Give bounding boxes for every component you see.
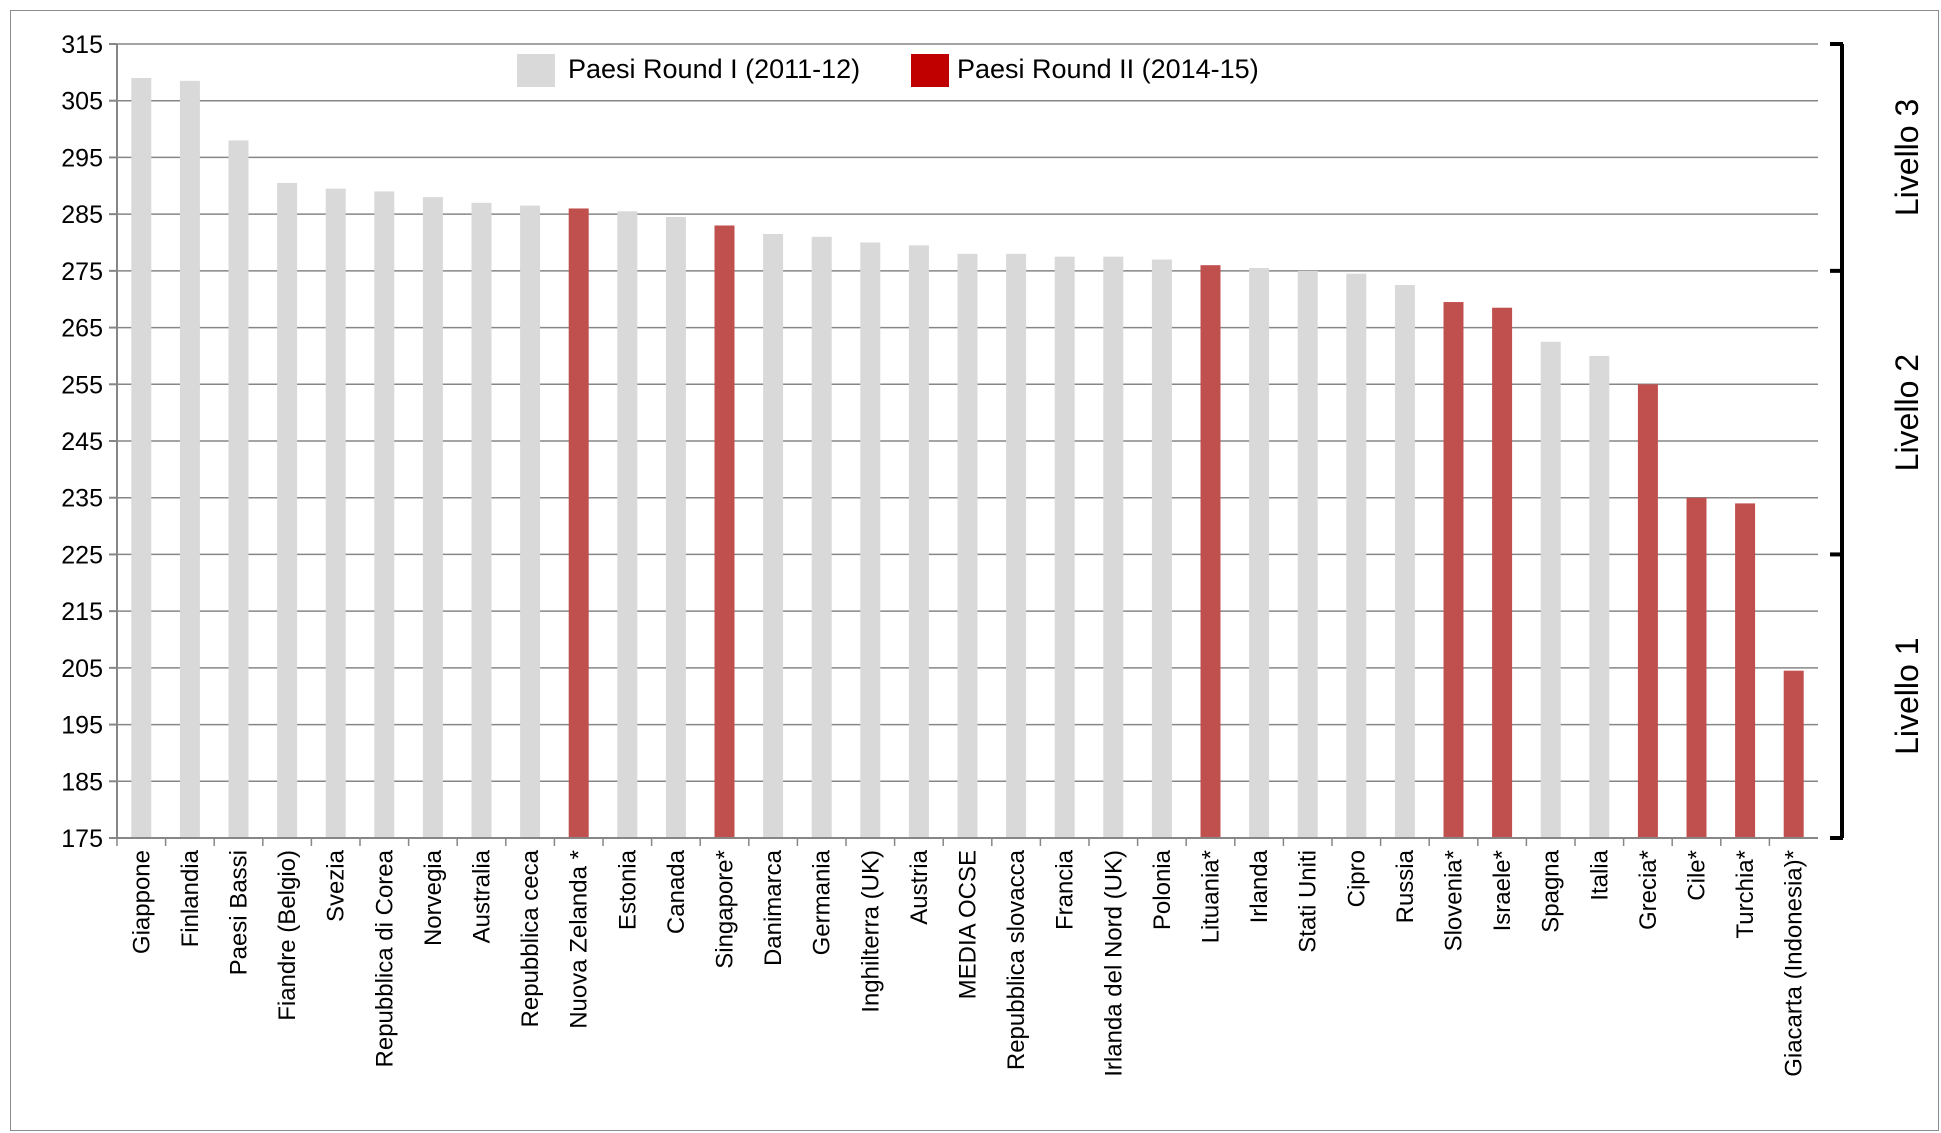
bar-repubblica-slovacca	[1006, 253, 1027, 839]
bar-singapore	[714, 225, 735, 838]
category-label: Australia	[469, 849, 496, 943]
bar-fiandre-belgio	[277, 182, 298, 838]
level-bracket: Livello 1 Livello 2 Livello 3	[1830, 42, 1925, 840]
category-label: Fiandre (Belgio)	[274, 850, 301, 1021]
y-tick-label: 255	[61, 371, 103, 399]
legend-label-round-1: Paesi Round I (2011-12)	[568, 54, 860, 84]
category-label: Austria	[906, 849, 933, 924]
bar-polonia	[1151, 259, 1172, 838]
category-label: Germania	[809, 849, 836, 955]
category-label: Polonia	[1149, 849, 1176, 930]
bar-canada	[665, 216, 686, 838]
x-tick-labels: Giappone Finlandia Paesi Bassi Fiandre (Bel…	[116, 838, 1808, 1077]
category-label: Russia	[1392, 849, 1419, 923]
bar-germania	[811, 236, 832, 839]
bar-finlandia	[179, 80, 200, 839]
category-label: Spagna	[1538, 849, 1565, 932]
bar-cipro	[1346, 273, 1367, 838]
bar-svezia	[325, 188, 346, 838]
category-label: Repubblica di Corea	[371, 849, 398, 1067]
y-tick-label: 275	[61, 258, 103, 286]
category-label: Giacarta (Indonesia)*	[1781, 850, 1808, 1077]
legend-label-round-2: Paesi Round II (2014-15)	[957, 54, 1259, 84]
category-label: Lituania*	[1198, 850, 1225, 943]
bar-italia	[1589, 355, 1610, 838]
bar-irlanda	[1249, 268, 1270, 838]
bar-slovenia	[1443, 302, 1464, 838]
bar-irlanda-del-nord-uk	[1103, 256, 1124, 838]
bar-grecia	[1637, 384, 1658, 838]
y-tick-labels: 175 185 195 205 215 225 235 245 255 265 275 285 295 3…	[61, 31, 103, 853]
category-label: Grecia*	[1635, 850, 1662, 930]
y-tick-label: 245	[61, 428, 103, 456]
bar-danimarca	[763, 233, 784, 838]
category-label: Cile*	[1684, 850, 1711, 901]
category-label: Italia	[1586, 849, 1613, 900]
bar-inghilterra-uk	[860, 242, 881, 838]
bar-australia	[471, 202, 492, 839]
category-label: Cipro	[1343, 850, 1370, 907]
legend-swatch-round-2	[911, 54, 949, 87]
level-label: Livello 3	[1889, 99, 1925, 216]
category-label: Finlandia	[177, 849, 204, 947]
category-label: Danimarca	[760, 849, 787, 966]
bars	[131, 78, 1804, 839]
bar-media-ocse	[957, 253, 978, 839]
level-label: Livello 2	[1889, 354, 1925, 471]
bar-spagna	[1540, 341, 1561, 838]
category-label: Irlanda	[1246, 849, 1273, 923]
category-label: Inghilterra (UK)	[857, 850, 884, 1013]
y-tick-label: 305	[61, 88, 103, 116]
category-label: Israele*	[1489, 850, 1516, 931]
level-label: Livello 1	[1889, 638, 1925, 755]
y-tick-label: 215	[61, 598, 103, 626]
category-label: Irlanda del Nord (UK)	[1100, 850, 1127, 1077]
y-tick-label: 295	[61, 144, 103, 172]
bar-norvegia	[422, 197, 443, 839]
category-label: Singapore*	[712, 850, 739, 969]
y-tick-label: 195	[61, 712, 103, 740]
y-tick-label: 225	[61, 541, 103, 569]
y-tick-label: 265	[61, 315, 103, 343]
y-tick-label: 235	[61, 485, 103, 513]
legend: Paesi Round I (2011-12) Paesi Round II (…	[517, 54, 1259, 87]
category-label: Giappone	[128, 850, 155, 954]
category-label: Svezia	[323, 849, 350, 922]
category-label: Estonia	[614, 849, 641, 930]
y-tick-label: 185	[61, 768, 103, 796]
category-label: Slovenia*	[1441, 850, 1468, 951]
category-label: Stati Uniti	[1295, 850, 1322, 953]
y-tick-label: 285	[61, 201, 103, 229]
category-label: Canada	[663, 849, 690, 934]
category-label: Repubblica slovacca	[1003, 849, 1030, 1070]
bar-paesi-bassi	[228, 140, 249, 838]
bar-nuova-zelanda	[568, 208, 589, 838]
category-label: MEDIA OCSE	[955, 850, 982, 999]
category-label: Turchia*	[1732, 850, 1759, 938]
y-tick-label: 175	[61, 825, 103, 853]
bar-francia	[1054, 256, 1075, 838]
category-label: Nuova Zelanda *	[566, 850, 593, 1029]
bar-austria	[908, 245, 929, 839]
bar-stati-uniti	[1297, 270, 1318, 838]
bar-turchia	[1735, 503, 1756, 838]
bar-repubblica-ceca	[520, 205, 541, 838]
y-tick-label: 205	[61, 655, 103, 683]
y-tick-label: 315	[61, 31, 103, 59]
category-label: Francia	[1052, 849, 1079, 930]
bar-repubblica-di-corea	[374, 191, 395, 838]
bar-israele	[1492, 307, 1513, 838]
bar-giappone	[131, 78, 152, 839]
bar-cile	[1686, 497, 1707, 838]
category-label: Paesi Bassi	[226, 850, 253, 975]
bar-russia	[1394, 285, 1415, 838]
legend-swatch-round-1	[517, 54, 555, 87]
bar-estonia	[617, 211, 638, 839]
axes	[116, 44, 1818, 839]
bar-giacarta-indonesia	[1783, 670, 1804, 838]
category-label: Repubblica ceca	[517, 849, 544, 1027]
category-label: Norvegia	[420, 849, 447, 946]
bar-lituania	[1200, 265, 1221, 839]
